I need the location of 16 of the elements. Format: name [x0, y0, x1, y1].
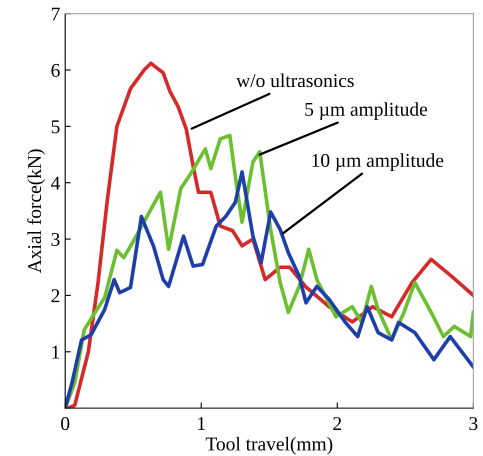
y-tick-label: 1 — [52, 346, 60, 359]
x-tick-label: 0 — [61, 417, 70, 430]
y-tick-label: 7 — [52, 8, 60, 20]
annotation: 5 µm amplitude — [305, 102, 428, 120]
y-tick-label: 3 — [52, 232, 60, 246]
y-tick-label: 6 — [51, 64, 60, 77]
x-axis-title: Tool travel(mm) — [206, 436, 332, 454]
x-tick-label: 1 — [198, 417, 205, 430]
x-tick-label: 3 — [469, 417, 478, 430]
y-tick-label: 2 — [51, 289, 60, 302]
y-tick-label: 4 — [51, 176, 60, 190]
y-tick-label: 5 — [52, 120, 60, 134]
annotation: w/o ultrasonics — [236, 73, 354, 88]
y-axis-title: Axial force(kN) — [27, 149, 46, 274]
x-tick-label: 2 — [333, 417, 342, 430]
annotation: 10 µm amplitude — [312, 153, 444, 171]
